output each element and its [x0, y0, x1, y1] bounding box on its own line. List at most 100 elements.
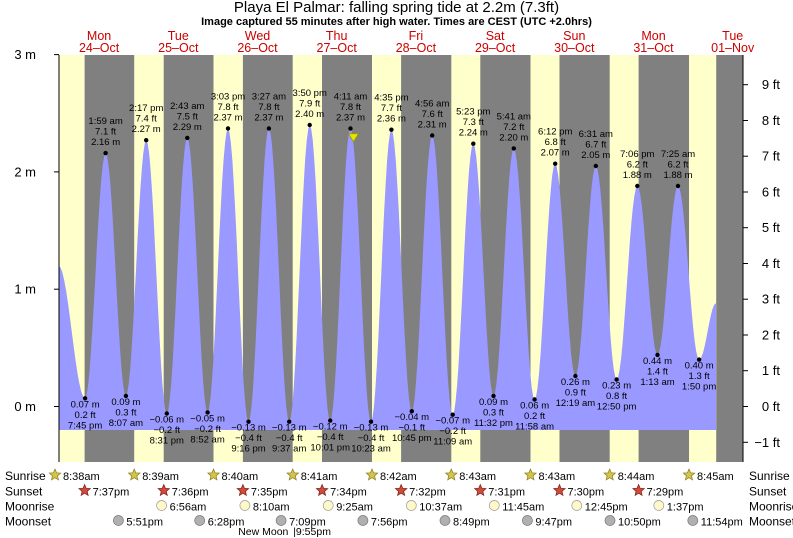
- low-tide-label: 8:31 pm: [150, 436, 184, 447]
- high-tide-point: [675, 183, 681, 189]
- low-tide-label: 0.06 m: [520, 401, 549, 412]
- sunset-icon: [78, 483, 92, 497]
- high-tide-point: [307, 122, 312, 128]
- high-tide-label: 7.2 ft: [503, 122, 524, 133]
- high-tide-point: [511, 146, 516, 151]
- low-tide-label: 9:37 am: [272, 444, 306, 455]
- low-tide-label: 0.2 ft: [524, 411, 545, 422]
- low-tide-label: 0.9 ft: [565, 388, 586, 399]
- chart-subtitle: Image captured 55 minutes after high wat…: [201, 16, 592, 28]
- y-tick-label-ft: −1 ft: [754, 435, 780, 450]
- high-tide-label: 7.9 ft: [299, 99, 320, 110]
- high-tide-label: 1.88 m: [663, 170, 692, 181]
- high-tide-label: 2.40 m: [295, 109, 324, 120]
- low-tide-label: 0.44 m: [643, 356, 672, 367]
- low-tide-point: [287, 419, 292, 424]
- moonset-time: 6:28pm: [208, 517, 245, 529]
- y-tick-label-ft: 4 ft: [762, 256, 780, 271]
- high-tide-label: 6.8 ft: [545, 137, 566, 148]
- low-tide-point: [573, 373, 578, 379]
- day-of-week-label: Mon: [641, 29, 665, 43]
- low-tide-label: −0.13 m: [354, 423, 389, 434]
- moonrise-time: 6:56am: [170, 502, 207, 514]
- moonset-time: 7:09pm: [289, 517, 326, 529]
- high-tide-label: 7.5 ft: [177, 111, 198, 122]
- sunrise-icon: [603, 468, 617, 481]
- low-tide-point: [246, 419, 251, 424]
- low-tide-label: 1.4 ft: [647, 366, 668, 377]
- high-tide-label: 7.4 ft: [136, 114, 157, 125]
- tide-curve-area: [58, 125, 716, 430]
- high-tide-label: 2.37 m: [336, 113, 365, 124]
- low-tide-point: [205, 410, 210, 415]
- high-tide-label: 2.05 m: [581, 150, 610, 161]
- sunset-time: 7:32pm: [409, 487, 446, 499]
- sunset-icon: [394, 483, 408, 497]
- sunrise-icon: [444, 468, 458, 481]
- y-tick-label-ft: 6 ft: [762, 185, 780, 200]
- low-tide-label: 0.40 m: [685, 361, 714, 372]
- y-tick-label-ft: 2 ft: [762, 328, 780, 343]
- high-tide-point: [389, 127, 394, 132]
- high-tide-label: 7.8 ft: [217, 102, 238, 113]
- low-tide-point: [409, 409, 414, 414]
- high-tide-point: [266, 126, 272, 131]
- tide-area: [58, 125, 716, 430]
- sunset-icon: [632, 483, 646, 497]
- moonset-icon: [113, 515, 124, 526]
- moonrise-icon: [571, 500, 583, 511]
- low-tide-label: −0.06 m: [150, 415, 185, 426]
- day-date-label: 25–Oct: [158, 41, 199, 55]
- tide-labels: 0.07 m0.2 ft7:45 pm1:59 am7.1 ft2.16 m0.…: [68, 88, 716, 455]
- moonrise-time: 12:45pm: [585, 502, 628, 514]
- low-tide-label: −0.4 ft: [276, 433, 303, 444]
- day-date-label: 31–Oct: [633, 41, 674, 55]
- sunset-icon: [157, 483, 171, 497]
- low-tide-point: [532, 397, 537, 402]
- sunset-time: 7:34pm: [330, 487, 367, 499]
- sunrise-row-label-right: Sunrise: [749, 469, 790, 483]
- moonset-time: 9:47pm: [535, 517, 572, 529]
- low-tide-point: [123, 393, 129, 399]
- chart-title: Playa El Palmar: falling spring tide at …: [233, 0, 560, 16]
- low-tide-label: 10:45 pm: [392, 433, 432, 444]
- sunrise-icon: [523, 468, 538, 481]
- high-tide-label: 4:11 am: [334, 92, 368, 103]
- high-tide-label: 4:35 pm: [374, 93, 408, 104]
- sunrise-time: 8:40am: [222, 471, 259, 483]
- moonset-row-label-right: Moonset: [749, 515, 793, 529]
- low-tide-label: −0.2 ft: [439, 426, 466, 437]
- sunset-row-label-right: Sunset: [749, 485, 787, 499]
- low-tide-label: 0.3 ft: [115, 407, 136, 418]
- y-tick-label-ft: 9 ft: [762, 77, 780, 92]
- low-tide-label: −0.04 m: [395, 412, 430, 423]
- low-tide-label: 8:52 am: [190, 434, 224, 445]
- low-tide-label: −0.13 m: [231, 423, 266, 434]
- y-tick-label-m: 3 m: [14, 47, 36, 62]
- high-tide-label: 2.07 m: [541, 148, 570, 159]
- high-tide-label: 7.8 ft: [258, 102, 279, 113]
- low-tide-label: 0.07 m: [71, 399, 100, 410]
- moonrise-row-label-left: Moonrise: [5, 500, 55, 514]
- low-tide-label: −0.4 ft: [235, 433, 262, 444]
- high-tide-label: 6.2 ft: [627, 160, 648, 171]
- high-tide-label: 2.31 m: [418, 120, 447, 131]
- high-tide-point: [553, 161, 558, 166]
- sunrise-icon: [206, 468, 221, 481]
- moonset-icon: [522, 515, 533, 526]
- day-date-label: 27–Oct: [317, 41, 358, 55]
- high-tide-label: 1.88 m: [623, 170, 652, 181]
- high-tide-label: 3:50 pm: [293, 88, 327, 99]
- low-tide-label: 1.3 ft: [689, 371, 710, 382]
- astro-rows: Sunrise Sunrise 8:38am 8:39am 8:40am 8:41am 8:…: [5, 468, 793, 538]
- low-tide-label: 11:32 pm: [474, 418, 513, 429]
- moonrise-icon: [488, 500, 500, 511]
- low-tide-label: 0.09 m: [479, 397, 508, 408]
- high-tide-label: 6.7 ft: [585, 140, 606, 151]
- moonset-icon: [194, 515, 206, 526]
- sunrise-time: 8:45am: [697, 471, 734, 483]
- day-date-label: 29–Oct: [475, 41, 516, 55]
- day-date-label: 26–Oct: [237, 41, 278, 55]
- high-tide-label: 2.29 m: [173, 122, 202, 133]
